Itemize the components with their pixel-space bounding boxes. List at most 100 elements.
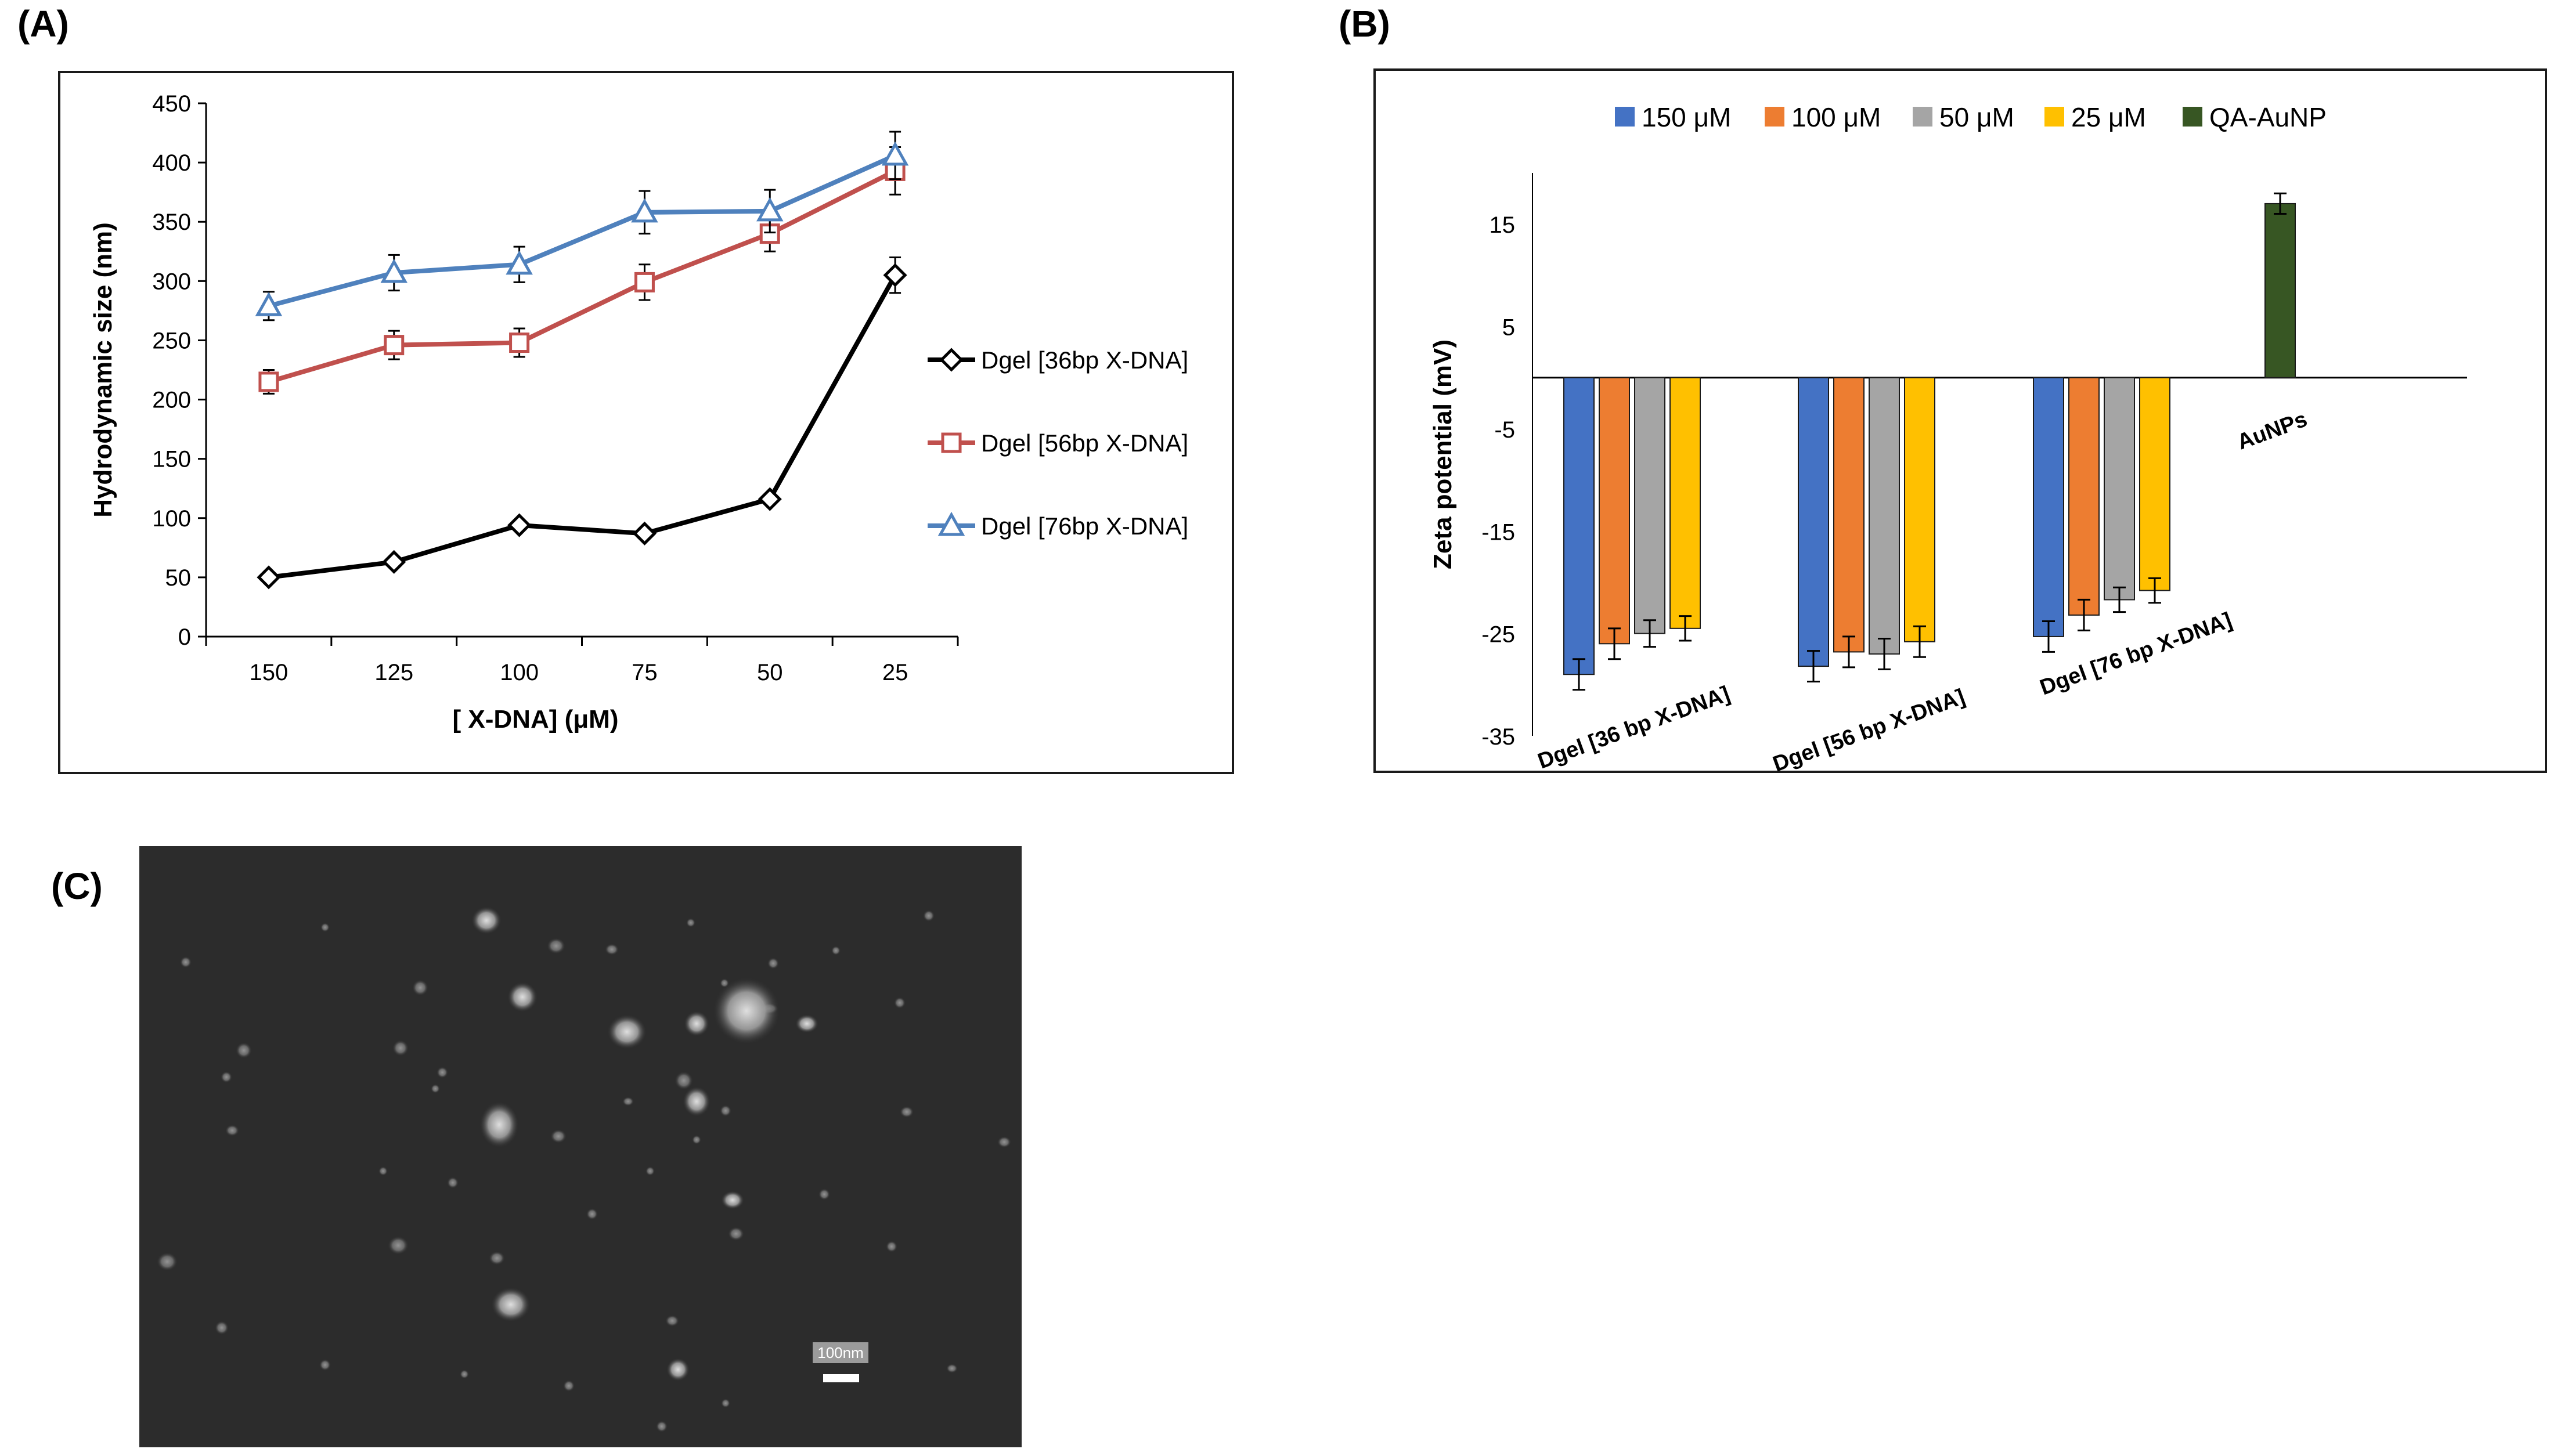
particle bbox=[795, 1014, 818, 1033]
particle bbox=[683, 1086, 711, 1117]
legend-swatch bbox=[2183, 107, 2202, 127]
particle bbox=[645, 1166, 655, 1176]
y-tick-label: 400 bbox=[152, 150, 191, 176]
data-point bbox=[257, 565, 281, 590]
y-tick-label: 200 bbox=[152, 388, 191, 413]
legend-label: QA-AuNP bbox=[2209, 102, 2327, 132]
particle bbox=[675, 1071, 693, 1090]
particle bbox=[320, 923, 330, 932]
data-point bbox=[758, 487, 782, 511]
particle bbox=[886, 1241, 897, 1252]
particle bbox=[831, 946, 841, 955]
legend-label: Dgel [76bp X-DNA] bbox=[981, 512, 1188, 540]
particle bbox=[894, 997, 906, 1009]
legend-label: 150 μM bbox=[1642, 102, 1731, 132]
particle bbox=[412, 980, 428, 996]
legend-swatch bbox=[1615, 107, 1635, 127]
particle bbox=[923, 910, 935, 922]
series-line bbox=[268, 168, 896, 384]
series-triangle: Dgel [76bp X-DNA] bbox=[255, 131, 1188, 540]
particle bbox=[378, 1166, 388, 1176]
particle bbox=[157, 1252, 178, 1271]
bar bbox=[1599, 377, 1630, 645]
y-tick-label: 150 bbox=[152, 447, 191, 472]
chart-a-frame bbox=[58, 71, 1234, 774]
particle bbox=[605, 944, 619, 955]
particle bbox=[767, 958, 779, 969]
particle bbox=[471, 906, 502, 934]
particle bbox=[479, 1101, 519, 1148]
data-point bbox=[382, 550, 406, 574]
y-tick-label: 50 bbox=[165, 565, 192, 591]
panel-label-b: (B) bbox=[1339, 3, 1390, 45]
series-line bbox=[268, 153, 896, 309]
y-tick-label: 100 bbox=[152, 506, 191, 532]
x-tick-label: 75 bbox=[632, 660, 658, 685]
y-tick-label: -5 bbox=[1494, 417, 1515, 443]
panel-label-a: (A) bbox=[17, 3, 69, 45]
bar bbox=[2139, 377, 2170, 591]
legend-label: Dgel [36bp X-DNA] bbox=[981, 346, 1188, 374]
bar bbox=[1904, 377, 1935, 642]
y-axis-title: Hydrodynamic size (nm) bbox=[89, 222, 117, 518]
particle bbox=[507, 982, 538, 1012]
y-tick-label: 5 bbox=[1502, 315, 1515, 341]
data-point bbox=[883, 263, 907, 287]
bar bbox=[1869, 377, 1900, 655]
category-label: AuNPs bbox=[2234, 407, 2310, 454]
particle bbox=[607, 1014, 647, 1049]
bar bbox=[2264, 203, 2296, 378]
particle bbox=[721, 1399, 730, 1408]
y-tick-label: 450 bbox=[152, 91, 191, 117]
series-diamond: Dgel [36bp X-DNA] bbox=[257, 256, 1188, 590]
x-axis-title: [ X-DNA] (μM) bbox=[453, 705, 619, 734]
scale-bar-label: 100nm bbox=[817, 1344, 864, 1361]
particle bbox=[437, 1067, 448, 1078]
y-tick-label: 350 bbox=[152, 209, 191, 235]
particle bbox=[728, 1227, 744, 1241]
y-tick-label: -35 bbox=[1481, 724, 1515, 750]
bar bbox=[1798, 377, 1829, 667]
particle bbox=[447, 1177, 459, 1188]
y-tick-label: 300 bbox=[152, 269, 191, 294]
y-tick-label: -25 bbox=[1481, 622, 1515, 648]
data-point bbox=[507, 513, 532, 537]
category-label: Dgel [56 bp X-DNA] bbox=[1770, 685, 1968, 777]
bar bbox=[2068, 377, 2100, 616]
legend-swatch bbox=[1913, 107, 1932, 127]
x-tick-label: 25 bbox=[882, 660, 908, 685]
y-tick-label: 250 bbox=[152, 328, 191, 353]
bar bbox=[2104, 377, 2135, 601]
legend-label: Dgel [56bp X-DNA] bbox=[981, 429, 1188, 457]
legend-swatch bbox=[1765, 107, 1784, 127]
data-point bbox=[380, 258, 408, 283]
series-line bbox=[268, 274, 897, 580]
particle bbox=[392, 1040, 409, 1056]
bar bbox=[1563, 377, 1595, 675]
particle bbox=[563, 1380, 575, 1392]
bar bbox=[1669, 377, 1701, 629]
series-square: Dgel [56bp X-DNA] bbox=[258, 146, 1188, 457]
bar bbox=[1833, 377, 1865, 653]
y-tick-label: -15 bbox=[1481, 519, 1515, 545]
particle bbox=[388, 1236, 409, 1255]
particle bbox=[319, 1359, 331, 1371]
particle bbox=[547, 938, 565, 954]
scale-bar bbox=[823, 1374, 859, 1382]
particle bbox=[656, 1421, 668, 1432]
bar bbox=[1634, 377, 1665, 634]
scale-bar-label-bg bbox=[813, 1342, 868, 1363]
particle bbox=[431, 1084, 440, 1093]
y-axis-title: Zeta potential (mV) bbox=[1429, 339, 1457, 569]
particle bbox=[997, 1136, 1011, 1148]
particle bbox=[491, 1287, 531, 1322]
category-label: Dgel [36 bp X-DNA] bbox=[1535, 682, 1733, 774]
particle bbox=[586, 1208, 598, 1220]
particle bbox=[180, 956, 192, 968]
data-point bbox=[255, 292, 283, 316]
bar-group bbox=[2264, 192, 2296, 378]
panel-label-c: (C) bbox=[51, 865, 103, 907]
particle bbox=[489, 1251, 505, 1265]
particle bbox=[622, 1097, 634, 1106]
